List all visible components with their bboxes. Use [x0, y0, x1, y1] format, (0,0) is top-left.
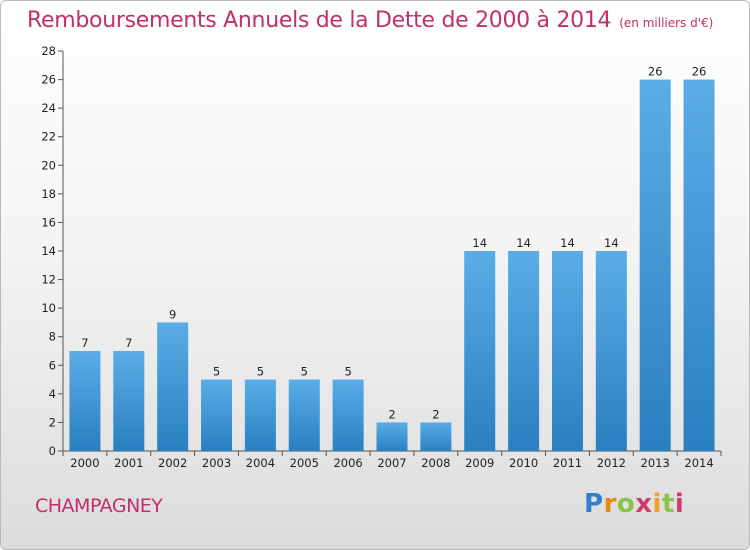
- chart-title: Remboursements Annuels de la Dette de 20…: [27, 8, 713, 33]
- bar-value-label: 5: [257, 365, 264, 379]
- y-tick-label: 16: [41, 215, 56, 229]
- bar-value-label: 26: [648, 65, 663, 79]
- y-tick-label: 14: [41, 244, 56, 258]
- x-tick-label: 2001: [114, 456, 143, 470]
- bar-2003: [201, 379, 233, 451]
- bar-value-label: 14: [472, 236, 487, 250]
- bar-2000: [69, 351, 101, 451]
- bar-value-label: 5: [301, 365, 308, 379]
- x-tick-label: 2011: [553, 456, 582, 470]
- bar-value-label: 26: [692, 65, 707, 79]
- x-tick-label: 2009: [465, 456, 494, 470]
- y-tick-label: 6: [49, 358, 56, 372]
- bar-2007: [376, 422, 408, 451]
- y-tick-label: 20: [41, 158, 56, 172]
- y-tick-label: 8: [49, 330, 56, 344]
- y-tick-label: 2: [49, 415, 56, 429]
- bar-value-label: 14: [560, 236, 575, 250]
- data-labels: 7 7 9 5 5 5 5 2 2 14 14 14 14 26 26: [81, 65, 706, 422]
- y-tick-label: 18: [41, 187, 56, 201]
- bar-2013: [639, 79, 671, 452]
- bar-2001: [113, 351, 145, 451]
- y-tick-label: 28: [41, 44, 56, 58]
- bar-2004: [244, 379, 276, 451]
- y-tick-label: 24: [41, 101, 56, 115]
- bar-2006: [332, 379, 364, 451]
- x-tick-label: 2006: [333, 456, 362, 470]
- bars: [69, 79, 715, 452]
- bar-value-label: 9: [169, 307, 176, 321]
- y-tick-label: 4: [49, 387, 56, 401]
- x-tick-label: 2014: [684, 456, 713, 470]
- title-text: Remboursements Annuels de la Dette de 20…: [27, 8, 612, 33]
- x-tick-label: 2012: [597, 456, 626, 470]
- bar-value-label: 2: [432, 407, 439, 421]
- x-tick-label: 2013: [641, 456, 670, 470]
- x-tick-label: 2000: [70, 456, 99, 470]
- commune-name: CHAMPAGNEY: [35, 495, 163, 517]
- x-tick-label: 2007: [377, 456, 406, 470]
- proxiti-logo: Proxiti: [584, 489, 685, 519]
- bar-2014: [683, 79, 715, 452]
- x-tick-label: 2003: [202, 456, 231, 470]
- y-tick-label: 12: [41, 273, 56, 287]
- x-tick-label: 2002: [158, 456, 187, 470]
- y-tick-label: 10: [41, 301, 56, 315]
- x-tick-label: 2008: [421, 456, 450, 470]
- bar-2005: [288, 379, 320, 451]
- bar-value-label: 5: [213, 365, 220, 379]
- bar-2012: [595, 251, 627, 451]
- bar-2010: [508, 251, 540, 451]
- bar-value-label: 2: [388, 407, 395, 421]
- y-tick-label: 26: [41, 73, 56, 87]
- y-tick-label: 0: [49, 444, 56, 458]
- y-tick-label: 22: [41, 130, 56, 144]
- x-tick-label: 2010: [509, 456, 538, 470]
- bar-value-label: 7: [81, 336, 88, 350]
- bar-value-label: 7: [125, 336, 132, 350]
- bar-value-label: 5: [344, 365, 351, 379]
- bar-value-label: 14: [516, 236, 531, 250]
- bar-2011: [551, 251, 583, 451]
- bar-2008: [420, 422, 452, 451]
- bar-2009: [464, 251, 496, 451]
- bar-value-label: 14: [604, 236, 619, 250]
- x-tick-label: 2005: [290, 456, 319, 470]
- chart-subtitle: (en milliers d'€): [619, 16, 714, 30]
- bar-2002: [157, 322, 189, 451]
- x-tick-label: 2004: [246, 456, 275, 470]
